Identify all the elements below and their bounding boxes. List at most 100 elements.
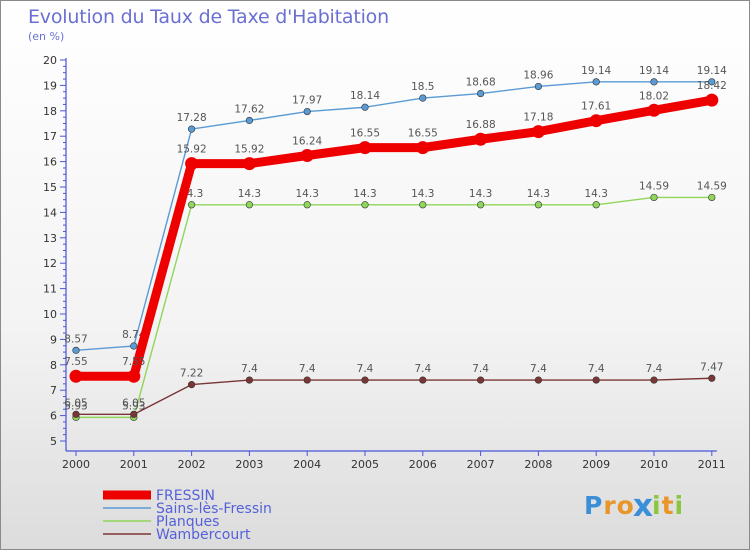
y-unit-label: (en %) [28,30,65,43]
data-label-planques: 14.3 [296,188,319,200]
data-point-fressin [474,132,488,146]
data-point-sains-l-s-fressin [130,342,138,350]
data-label-sains-l-s-fressin: 17.62 [234,103,264,115]
x-tick-label: 2006 [409,458,437,471]
data-point-wambercourt [245,376,253,384]
data-point-wambercourt [534,376,543,384]
data-label-wambercourt: 7.4 [299,363,316,375]
series-line-wambercourt [75,377,713,416]
data-point-sains-l-s-fressin [361,103,369,111]
data-label-planques: 5.93 [64,400,87,412]
data-label-planques: 14.3 [469,188,492,200]
data-point-wambercourt [361,376,369,384]
data-label-sains-l-s-fressin: 19.14 [581,65,611,77]
data-label-planques: 14.3 [527,188,550,200]
data-point-wambercourt [419,376,427,384]
data-label-wambercourt: 7.22 [180,368,203,380]
data-label-planques: 5.93 [122,400,145,412]
data-label-wambercourt: 7.4 [357,363,374,375]
x-tick-label: 2002 [178,458,206,471]
y-tick-label: 7 [50,384,57,397]
logo-letter: o [616,491,635,520]
y-tick-label: 18 [43,105,57,118]
data-label-planques: 14.3 [238,188,261,200]
data-point-fressin [589,114,603,128]
data-label-wambercourt: 7.4 [241,363,258,375]
data-label-sains-l-s-fressin: 18.96 [523,69,553,81]
data-point-sains-l-s-fressin [534,82,543,91]
data-point-wambercourt [188,381,196,389]
data-point-planques [534,201,543,209]
legend-label-wambercourt: Wambercourt [156,527,251,543]
data-label-fressin: 17.61 [581,101,611,113]
x-tick-label: 2009 [582,458,610,471]
x-tick-label: 2011 [698,458,726,471]
data-label-wambercourt: 7.4 [588,363,605,375]
data-label-sains-l-s-fressin: 18.14 [350,90,380,102]
data-point-fressin [185,157,199,171]
y-tick-label: 12 [43,257,57,270]
data-label-wambercourt: 7.4 [414,363,431,375]
data-label-planques: 14.3 [585,188,608,200]
x-tick-label: 2003 [235,458,263,471]
data-point-sains-l-s-fressin [477,89,485,98]
data-point-wambercourt [708,374,716,382]
legend-label-planques: Planques [156,514,219,530]
data-label-wambercourt: 7.4 [646,363,663,375]
x-tick-label: 2004 [293,458,321,471]
data-label-fressin: 17.18 [523,112,553,124]
x-tick-label: 2005 [351,458,379,471]
data-label-planques: 14.59 [639,180,669,192]
data-point-planques [188,201,196,209]
data-label-fressin: 18.02 [639,90,669,102]
data-label-planques: 14.3 [353,188,376,200]
data-point-fressin [358,141,372,155]
data-label-fressin: 7.55 [122,356,145,368]
x-tick-label: 2000 [62,458,90,471]
data-point-wambercourt [130,410,138,418]
data-point-planques [361,201,369,209]
data-label-wambercourt: 6.05 [122,397,145,409]
data-point-wambercourt [650,376,658,384]
y-tick-label: 14 [43,206,57,219]
data-label-sains-l-s-fressin: 18.5 [411,81,434,93]
y-tick-label: 10 [43,308,57,321]
data-point-sains-l-s-fressin [72,346,80,354]
data-point-fressin [647,103,661,117]
data-point-sains-l-s-fressin [245,116,253,125]
legend-label-fressin: FRESSIN [156,488,215,504]
logo-letter: i [652,491,662,520]
logo-letter: P [584,491,604,520]
data-point-fressin [69,369,83,383]
data-point-wambercourt [592,376,600,384]
y-tick-label: 16 [43,156,57,169]
y-tick-label: 9 [50,333,57,346]
data-point-planques [303,201,311,209]
data-point-fressin [416,141,430,155]
data-point-wambercourt [477,376,485,384]
data-point-wambercourt [303,376,311,384]
logo-letter: i [674,491,685,520]
data-label-sains-l-s-fressin: 8.57 [64,333,87,345]
y-tick-label: 17 [43,130,57,143]
data-point-sains-l-s-fressin [303,107,311,116]
data-label-wambercourt: 6.05 [64,397,87,409]
data-point-sains-l-s-fressin [419,94,427,102]
x-tick-label: 2001 [120,458,148,471]
x-tick-label: 2007 [467,458,495,471]
data-point-sains-l-s-fressin [188,125,196,133]
data-label-fressin: 15.92 [234,144,264,156]
data-label-planques: 14.59 [697,180,727,192]
data-point-fressin [705,93,719,107]
y-tick-label: 8 [50,359,57,372]
data-point-sains-l-s-fressin [708,78,716,86]
data-point-wambercourt [72,410,80,418]
data-point-sains-l-s-fressin [592,78,600,86]
data-label-fressin: 16.55 [408,128,438,140]
data-point-fressin [300,149,314,163]
data-point-planques [592,201,600,209]
data-point-fressin [242,157,256,171]
x-tick-label: 2010 [640,458,668,471]
